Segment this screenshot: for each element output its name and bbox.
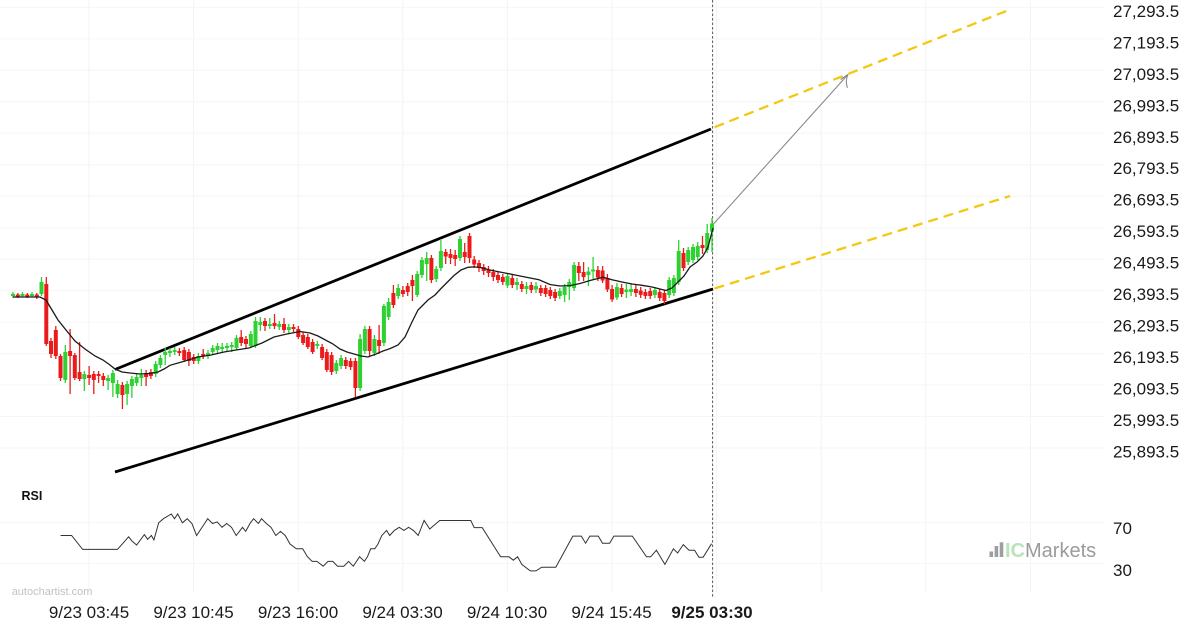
svg-text:27,293.5: 27,293.5 xyxy=(1113,2,1179,21)
svg-text:IC: IC xyxy=(1005,540,1025,562)
svg-text:26,193.5: 26,193.5 xyxy=(1113,348,1179,367)
svg-text:Markets: Markets xyxy=(1025,540,1096,562)
svg-text:9/23 03:45: 9/23 03:45 xyxy=(49,603,129,622)
svg-text:9/24 10:30: 9/24 10:30 xyxy=(467,603,547,622)
svg-text:70: 70 xyxy=(1113,519,1132,538)
svg-text:26,493.5: 26,493.5 xyxy=(1113,254,1179,273)
svg-text:25,893.5: 25,893.5 xyxy=(1113,443,1179,462)
svg-text:26,693.5: 26,693.5 xyxy=(1113,191,1179,210)
svg-text:26,093.5: 26,093.5 xyxy=(1113,380,1179,399)
svg-text:9/24 03:30: 9/24 03:30 xyxy=(362,603,442,622)
svg-text:26,793.5: 26,793.5 xyxy=(1113,159,1179,178)
svg-text:26,993.5: 26,993.5 xyxy=(1113,96,1179,115)
svg-text:27,193.5: 27,193.5 xyxy=(1113,33,1179,52)
svg-text:26,593.5: 26,593.5 xyxy=(1113,222,1179,241)
svg-text:27,093.5: 27,093.5 xyxy=(1113,65,1179,84)
svg-text:26,293.5: 26,293.5 xyxy=(1113,317,1179,336)
svg-text:autochartist.com: autochartist.com xyxy=(12,586,93,598)
svg-text:26,393.5: 26,393.5 xyxy=(1113,285,1179,304)
svg-text:9/25 03:30: 9/25 03:30 xyxy=(671,603,752,622)
svg-text:25,993.5: 25,993.5 xyxy=(1113,411,1179,430)
svg-text:26,893.5: 26,893.5 xyxy=(1113,128,1179,147)
svg-text:9/24 15:45: 9/24 15:45 xyxy=(571,603,651,622)
svg-text:RSI: RSI xyxy=(22,489,43,503)
svg-text:30: 30 xyxy=(1113,561,1132,580)
svg-text:9/23 10:45: 9/23 10:45 xyxy=(153,603,233,622)
svg-text:9/23 16:00: 9/23 16:00 xyxy=(258,603,338,622)
